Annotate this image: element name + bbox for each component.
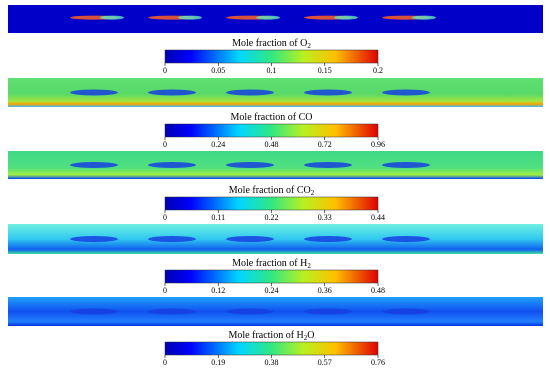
title-subscript: 2 bbox=[304, 334, 308, 342]
jet-plume bbox=[382, 162, 430, 168]
tick-label: 0.76 bbox=[371, 358, 385, 367]
jet-plume bbox=[256, 15, 280, 20]
tick-label: 0 bbox=[163, 140, 167, 149]
jet-plume bbox=[148, 162, 196, 168]
title-subscript: 2 bbox=[307, 262, 311, 270]
tick-label: 0.38 bbox=[265, 358, 279, 367]
tick-label: 0.05 bbox=[211, 66, 225, 75]
tick-label: 0.19 bbox=[211, 358, 225, 367]
tick-label: 0.33 bbox=[318, 213, 332, 222]
colorbar bbox=[164, 269, 379, 284]
colorbar-title: Mole fraction of O2 bbox=[232, 38, 311, 50]
tick-label: 0.57 bbox=[318, 358, 332, 367]
colorbar-title: Mole fraction of H2O bbox=[229, 330, 315, 342]
colorbar-title: Mole fraction of H2 bbox=[232, 258, 311, 270]
jet-plume bbox=[70, 236, 118, 242]
tick-label: 0.15 bbox=[318, 66, 332, 75]
title-subscript: 2 bbox=[307, 42, 311, 50]
tick-label: 0 bbox=[163, 286, 167, 295]
jet-plume bbox=[70, 162, 118, 168]
tick-label: 0 bbox=[163, 358, 167, 367]
jet-plume bbox=[100, 15, 124, 20]
jet-plume bbox=[226, 308, 274, 315]
title-text: Mole fraction of H bbox=[229, 330, 304, 341]
colorbar bbox=[164, 196, 379, 211]
jet-plume bbox=[334, 15, 358, 20]
title-text: Mole fraction of H bbox=[232, 258, 307, 269]
jet-plume bbox=[178, 15, 202, 20]
colorbar-title: Mole fraction of CO bbox=[231, 112, 313, 123]
jet-plume bbox=[226, 162, 274, 168]
title-tail: O bbox=[307, 330, 314, 341]
tick-label: 0.48 bbox=[371, 286, 385, 295]
jet-plume bbox=[304, 236, 352, 242]
jet-plume bbox=[148, 236, 196, 242]
tick-label: 0.44 bbox=[371, 213, 385, 222]
tick-label: 0.11 bbox=[211, 213, 225, 222]
jet-plume bbox=[70, 308, 118, 315]
jet-plume bbox=[226, 89, 274, 96]
jet-plume bbox=[304, 89, 352, 96]
jet-plume bbox=[382, 89, 430, 96]
jet-plume bbox=[148, 308, 196, 315]
title-text: Mole fraction of CO bbox=[229, 185, 311, 196]
title-text: Mole fraction of CO bbox=[231, 112, 313, 123]
jet-plume bbox=[70, 89, 118, 96]
tick-label: 0.36 bbox=[318, 286, 332, 295]
jet-plume bbox=[226, 236, 274, 242]
colorbar bbox=[164, 123, 379, 138]
tick-label: 0.22 bbox=[265, 213, 279, 222]
colorbar-title: Mole fraction of CO2 bbox=[229, 185, 315, 197]
title-text: Mole fraction of O bbox=[232, 38, 307, 49]
tick-label: 0 bbox=[163, 66, 167, 75]
tick-label: 0.24 bbox=[265, 286, 279, 295]
tick-label: 0.1 bbox=[267, 66, 277, 75]
jet-plume bbox=[382, 236, 430, 242]
title-subscript: 2 bbox=[311, 189, 315, 197]
tick-label: 0.24 bbox=[211, 140, 225, 149]
jet-plume bbox=[148, 89, 196, 96]
tick-label: 0.96 bbox=[371, 140, 385, 149]
tick-label: 0.72 bbox=[318, 140, 332, 149]
jet-plume bbox=[412, 15, 436, 20]
colorbar bbox=[164, 341, 379, 356]
jet-plume bbox=[304, 162, 352, 168]
tick-label: 0.12 bbox=[211, 286, 225, 295]
tick-label: 0 bbox=[163, 213, 167, 222]
tick-label: 0.48 bbox=[265, 140, 279, 149]
tick-label: 0.2 bbox=[373, 66, 383, 75]
jet-plume bbox=[382, 308, 430, 315]
colorbar bbox=[164, 49, 379, 64]
jet-plume bbox=[304, 308, 352, 315]
